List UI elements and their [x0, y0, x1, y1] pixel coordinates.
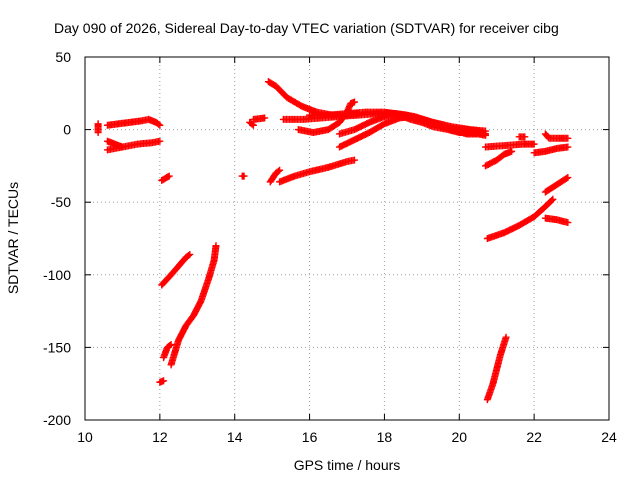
axis-ticks: 10 12 14 16 18 20 22 24 -200 -150 -100 -50 0 50 [43, 49, 617, 445]
y-axis-label: SDTVAR / TECUs [5, 182, 21, 294]
data-series-arc4 [103, 137, 164, 154]
data-point [156, 121, 164, 129]
y-tick-label: -100 [43, 267, 71, 283]
data-point [564, 174, 572, 182]
data-point [261, 114, 269, 122]
data-series-arc7 [160, 340, 175, 362]
y-tick-label: -50 [51, 194, 71, 210]
chart-title: Day 090 of 2026, Sidereal Day-to-day VTE… [54, 20, 559, 36]
data-point [548, 196, 556, 204]
data-series-arc26 [541, 130, 572, 142]
plot-frame [84, 56, 610, 421]
data-point [248, 120, 256, 128]
data-series-arc15 [276, 156, 358, 186]
data-points [94, 78, 572, 404]
data-point [564, 143, 572, 151]
x-tick-label: 22 [526, 429, 542, 445]
data-series-arc21 [481, 147, 516, 170]
data-series-arc10 [238, 172, 248, 180]
data-series-arc28 [541, 174, 572, 196]
data-point [160, 377, 168, 385]
data-point [564, 219, 572, 227]
data-series-arc2 [103, 115, 164, 129]
x-tick-label: 16 [302, 429, 318, 445]
x-tick-label: 10 [77, 429, 93, 445]
y-tick-label: -150 [43, 339, 71, 355]
data-point [212, 242, 220, 250]
data-series-arc27 [530, 143, 572, 157]
data-series-arc29 [541, 214, 572, 227]
data-series-arc20 [336, 110, 489, 139]
x-tick-label: 20 [451, 429, 467, 445]
data-point [166, 341, 174, 349]
data-point [508, 147, 516, 155]
data-series-arc5 [158, 172, 173, 184]
data-point [530, 140, 538, 148]
data-series-arc6 [156, 377, 168, 386]
data-series-arc9 [167, 242, 220, 369]
data-point [186, 250, 194, 258]
y-tick-label: 0 [63, 122, 71, 138]
data-series-arc12 [249, 114, 269, 123]
data-point [563, 174, 571, 182]
x-tick-label: 24 [601, 429, 617, 445]
data-series-arc25 [483, 333, 510, 404]
x-tick-label: 14 [227, 429, 243, 445]
data-point [521, 133, 529, 141]
data-series-arc23 [515, 133, 529, 141]
data-point [276, 166, 284, 174]
data-point [94, 129, 102, 137]
data-point [549, 195, 557, 203]
data-series-arc8 [158, 250, 194, 289]
x-tick-label: 18 [377, 429, 393, 445]
data-point [185, 251, 193, 259]
x-tick-label: 12 [152, 429, 168, 445]
y-tick-label: -200 [43, 412, 71, 428]
data-point [240, 172, 248, 180]
y-tick-label: 50 [55, 49, 71, 65]
data-point [164, 173, 172, 181]
data-point [155, 120, 163, 128]
data-point [167, 340, 175, 348]
data-point [564, 134, 572, 142]
data-series-arc13 [266, 166, 284, 186]
data-point [156, 137, 164, 145]
data-point [274, 167, 282, 175]
data-series-arc1 [94, 120, 102, 137]
data-series-arc24 [483, 195, 557, 242]
data-point [165, 172, 173, 180]
data-point [481, 131, 489, 139]
data-point [350, 98, 358, 106]
data-series-arc22 [481, 140, 538, 151]
data-point [502, 333, 510, 341]
data-point [350, 156, 358, 164]
x-axis-label: GPS time / hours [294, 457, 401, 473]
